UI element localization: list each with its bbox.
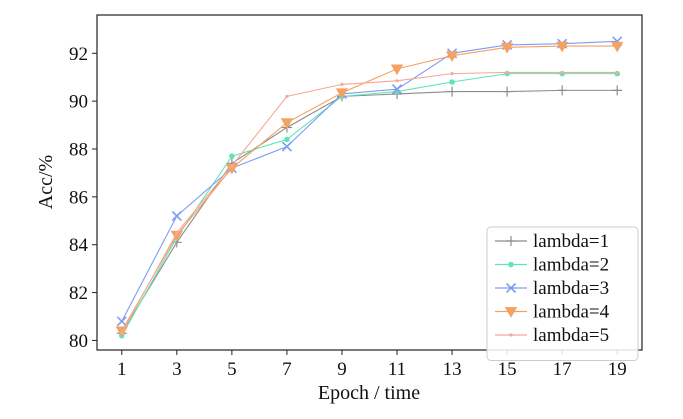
legend-marker: [509, 333, 513, 337]
data-point-s3-2: [171, 210, 182, 222]
data-point-s5-1: [120, 331, 124, 335]
data-point-s5-6: [395, 79, 399, 83]
series-line-2: [121, 73, 618, 336]
data-point-s2-3: [229, 153, 235, 159]
x-axis-label: Epoch / time: [318, 382, 420, 404]
data-point-s4-5: [335, 88, 349, 100]
y-tick-label: 82: [69, 283, 88, 304]
data-point-s2-7: [449, 79, 455, 85]
data-point-s5-5: [340, 82, 344, 86]
y-tick-label: 90: [69, 92, 88, 113]
data-point-s2-4: [284, 136, 290, 143]
data-point-s5-9: [560, 70, 564, 75]
y-tick-label: 80: [69, 331, 88, 352]
legend-label: lambda=4: [533, 302, 610, 323]
series-layer: [115, 36, 624, 339]
y-axis-label: Acc/%: [35, 155, 57, 209]
data-point-s5-7: [450, 72, 454, 76]
x-tick-label: 17: [553, 359, 572, 380]
legend-label: lambda=3: [533, 278, 609, 299]
data-point-s3-4: [281, 141, 292, 152]
data-point-s1-7: [447, 86, 458, 97]
legend-label: lambda=5: [533, 325, 609, 346]
data-point-s5-10: [615, 70, 619, 75]
legend-box: [486, 226, 639, 361]
data-point-s4-2: [170, 230, 184, 242]
data-point-s1-8: [502, 86, 513, 97]
y-tick-label: 88: [69, 140, 88, 161]
legend-label: lambda=1: [533, 231, 609, 252]
y-tick-label: 92: [69, 44, 88, 65]
legend-marker: [504, 307, 518, 318]
series-line-5: [121, 71, 618, 334]
x-tick-label: 7: [282, 359, 292, 380]
series-line-1: [121, 89, 618, 334]
y-axis: 80 82 84 86 88 90 92: [69, 44, 97, 352]
legend-item-4: lambda=4: [495, 302, 610, 323]
data-point-s3-6: [391, 84, 403, 95]
y-tick-label: 86: [69, 187, 88, 208]
x-tick-label: 11: [388, 359, 406, 380]
x-tick-label: 19: [608, 359, 627, 380]
data-point-s4-1: [115, 326, 128, 338]
legend-marker: [505, 282, 517, 294]
series-line-3: [121, 40, 618, 322]
data-point-s4-8: [500, 42, 514, 54]
x-axis: 1 3 5 7 9 11 13 15 17 19: [117, 350, 627, 380]
x-tick-label: 13: [443, 359, 462, 380]
data-point-s5-8: [505, 70, 509, 75]
data-point-s1-10: [612, 85, 623, 96]
data-point-s5-3: [230, 164, 234, 168]
data-point-s1-9: [557, 85, 568, 96]
data-point-s4-7: [445, 51, 459, 62]
data-point-s5-4: [285, 94, 289, 98]
data-point-s4-10: [611, 41, 624, 53]
data-point-s3-1: [116, 316, 127, 327]
data-point-s4-9: [555, 41, 569, 53]
data-point-s4-4: [280, 118, 294, 129]
legend-item-2: lambda=2: [495, 255, 609, 276]
data-point-s4-6: [390, 64, 404, 76]
x-tick-label: 3: [172, 359, 182, 380]
data-point-s5-2: [175, 231, 179, 235]
x-tick-label: 15: [498, 359, 517, 380]
y-tick-label: 84: [69, 235, 89, 256]
x-tick-label: 9: [337, 359, 347, 380]
legend-label: lambda=2: [533, 255, 609, 276]
x-tick-label: 5: [227, 359, 237, 380]
series-line-4: [121, 45, 618, 332]
legend-marker: [506, 236, 516, 246]
x-tick-label: 1: [117, 359, 127, 380]
plot-frame: [96, 14, 643, 351]
legend-item-5: lambda=5: [495, 325, 609, 346]
legend-marker: [508, 261, 514, 268]
legend-item-1: lambda=1: [495, 231, 609, 252]
legend-item-3: lambda=3: [495, 278, 609, 299]
